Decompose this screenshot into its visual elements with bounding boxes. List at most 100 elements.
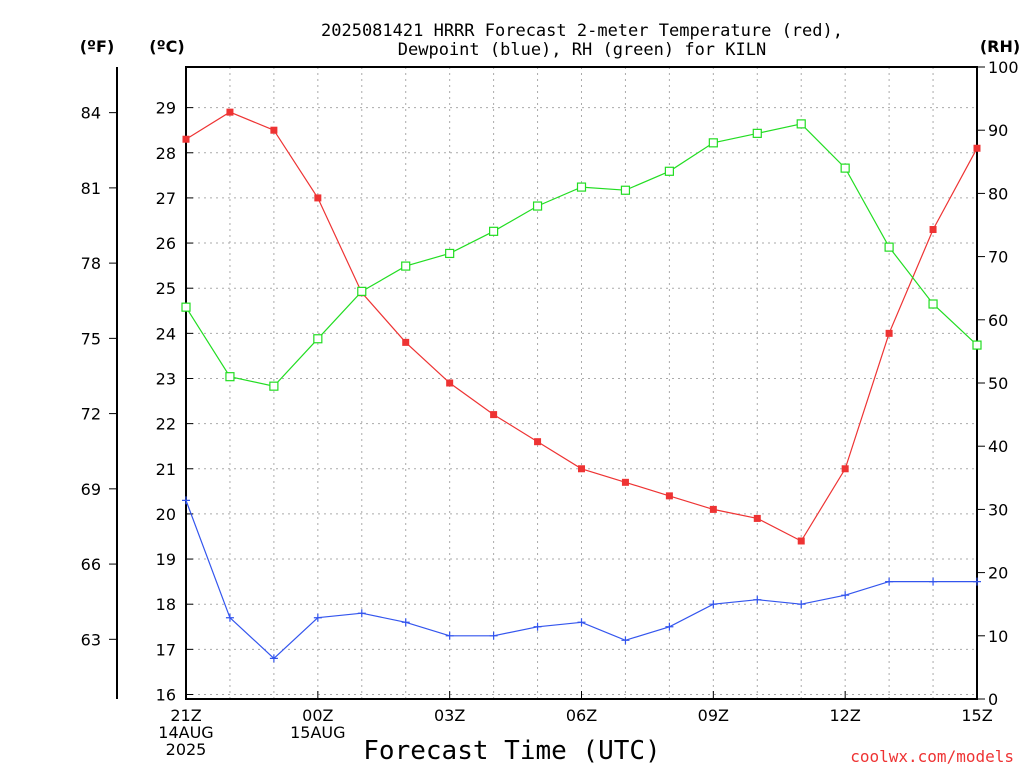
temperature-point: [270, 126, 278, 134]
rh-tick-label: 20: [988, 564, 1008, 583]
temperature-point: [534, 438, 542, 446]
rh-point: [752, 128, 762, 138]
rh-tick-label: 10: [988, 627, 1008, 646]
rh-point: [928, 299, 938, 309]
celsius-tick-label: 29: [156, 99, 176, 118]
dewpoint-point: [621, 636, 630, 645]
dewpoint-point: [401, 618, 410, 627]
rh-point: [576, 182, 587, 192]
dewpoint-point: [841, 591, 850, 600]
x-tick-label: 15Z: [961, 706, 992, 725]
dewpoint-point: [973, 577, 981, 586]
chart-title-line-2: Dewpoint (blue), RH (green) for KILN: [398, 40, 766, 60]
rh-tick-label: 80: [988, 184, 1008, 203]
celsius-tick-label: 19: [156, 550, 176, 569]
temperature-point: [578, 465, 585, 473]
rh-unit-label: (RH): [980, 37, 1020, 56]
dewpoint-point: [753, 595, 762, 604]
rh-tick-label: 0: [988, 690, 998, 709]
x-tick-label: 14AUG: [158, 723, 213, 742]
x-tick-label: 03Z: [434, 706, 465, 725]
fahrenheit-tick-label: 84: [81, 104, 101, 123]
rh-point: [225, 372, 235, 382]
temperature-point: [446, 379, 454, 387]
x-tick-label: 00Z: [302, 706, 333, 725]
temperature-point: [709, 505, 717, 513]
rh-tick-label: 70: [988, 248, 1008, 267]
dewpoint-point: [445, 631, 454, 640]
temperature-point: [226, 108, 234, 116]
x-tick-label: 06Z: [566, 706, 597, 725]
rh-tick-label: 100: [988, 58, 1019, 77]
rh-point: [181, 302, 191, 312]
celsius-tick-label: 22: [156, 415, 176, 434]
celsius-tick-label: 18: [156, 595, 176, 614]
temperature-point: [929, 226, 937, 234]
rh-point: [884, 242, 894, 252]
rh-point: [357, 286, 367, 296]
rh-tick-label: 50: [988, 374, 1008, 393]
rh-point: [269, 381, 279, 391]
celsius-tick-label: 28: [156, 144, 176, 163]
rh-tick-label: 60: [988, 311, 1008, 330]
fahrenheit-tick-label: 72: [81, 405, 101, 424]
celsius-tick-label: 26: [156, 234, 176, 253]
dewpoint-point: [885, 577, 894, 586]
celsius-tick-label: 24: [156, 324, 176, 343]
axes-layer: 16 17 18 19 20 21 22 23 24 25 26 27 28 29 63 66 69 72 75 78…: [81, 58, 1019, 759]
fahrenheit-tick-label: 63: [81, 630, 101, 649]
rh-point: [840, 163, 850, 173]
rh-point: [489, 226, 499, 236]
rh-point: [620, 185, 631, 195]
x-tick-label: 15AUG: [290, 723, 345, 742]
celsius-tick-label: 16: [156, 685, 176, 704]
celsius-tick-label: 20: [156, 505, 176, 524]
rh-point: [401, 261, 411, 271]
x-tick-label: 09Z: [698, 706, 729, 725]
temperature-point: [885, 329, 893, 337]
temperature-point: [402, 338, 410, 346]
chart-title-line-1: 2025081421 HRRR Forecast 2-meter Tempera…: [321, 21, 843, 41]
dewpoint-point: [533, 622, 542, 631]
rh-point: [532, 201, 543, 211]
celsius-tick-label: 23: [156, 369, 176, 388]
celsius-tick-label: 21: [156, 460, 176, 479]
fahrenheit-tick-label: 78: [81, 254, 101, 273]
fahrenheit-tick-label: 81: [81, 179, 101, 198]
temperature-point: [665, 492, 673, 500]
fahrenheit-tick-label: 69: [81, 480, 101, 499]
temperature-point: [841, 465, 849, 473]
dewpoint-point: [269, 654, 278, 663]
dewpoint-point: [577, 618, 586, 627]
temperature-point: [797, 537, 805, 545]
rh-point: [313, 334, 323, 344]
temperature-point: [753, 514, 761, 522]
rh-tick-label: 90: [988, 121, 1008, 140]
dewpoint-point: [313, 613, 322, 622]
credit-label: coolwx.com/models: [850, 747, 1014, 766]
rh-point: [708, 138, 718, 148]
series-layer: [181, 108, 982, 663]
temperature-point: [973, 144, 981, 152]
temperature-point: [314, 194, 322, 202]
dewpoint-point: [182, 496, 190, 505]
dewpoint-point: [797, 600, 806, 609]
temperature-point: [490, 411, 498, 419]
rh-point: [972, 340, 982, 350]
dewpoint-point: [709, 600, 718, 609]
dewpoint-point: [665, 622, 674, 631]
fahrenheit-tick-label: 75: [81, 329, 101, 348]
dewpoint-point: [929, 577, 938, 586]
celsius-tick-label: 17: [156, 640, 176, 659]
dewpoint-point: [357, 609, 366, 618]
temperature-point: [182, 135, 190, 143]
celsius-unit-label: (ºC): [149, 37, 184, 56]
temperature-point: [621, 478, 629, 486]
x-axis-title: Forecast Time (UTC): [363, 736, 660, 766]
grid-layer: [186, 67, 977, 699]
rh-point: [796, 119, 806, 129]
celsius-tick-label: 25: [156, 279, 176, 298]
celsius-tick-label: 27: [156, 189, 176, 208]
x-tick-label: 2025: [166, 740, 207, 759]
